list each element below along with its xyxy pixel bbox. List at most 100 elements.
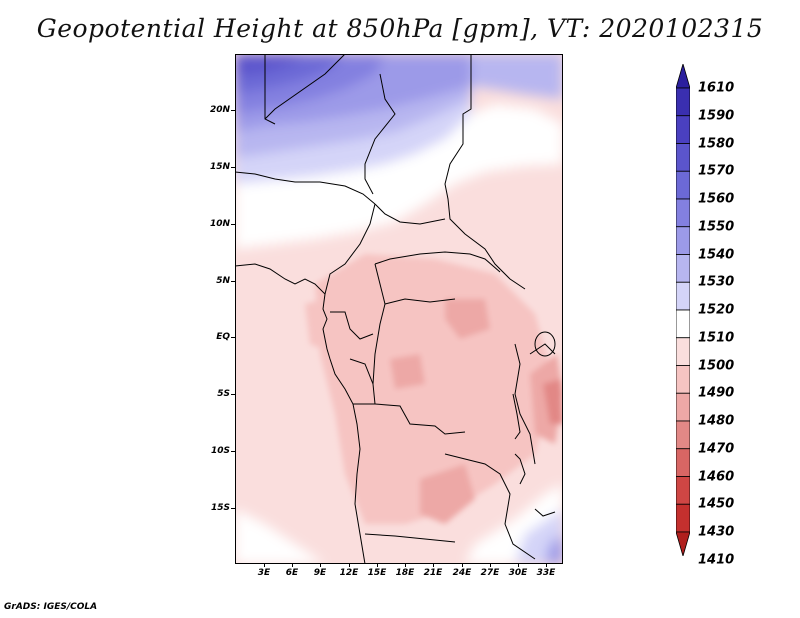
- colorbar-label: 1530: [698, 274, 735, 290]
- colorbar-segment: [676, 392, 690, 422]
- lat-label-15s: 15S: [210, 503, 230, 513]
- field-band-1480-sw: [390, 354, 425, 389]
- lon-label-12e: 12E: [339, 568, 359, 578]
- lat-label-5s: 5S: [217, 389, 230, 399]
- colorbar-label: 1490: [698, 385, 735, 401]
- colorbar-label: 1460: [698, 469, 735, 484]
- field-band-sw-white: [235, 509, 325, 564]
- colorbar-segment: [676, 309, 690, 339]
- lake-kariba: [534, 508, 556, 517]
- lon-tick: [518, 563, 519, 567]
- colorbar-segment: [676, 226, 690, 255]
- border-13: [353, 403, 466, 435]
- colorbar-label: 1480: [698, 413, 735, 429]
- border-17: [529, 343, 556, 355]
- border-8: [374, 251, 501, 273]
- lat-tick: [231, 167, 235, 168]
- geopotential-field: [235, 54, 563, 564]
- colorbar-cap-top: [676, 64, 690, 89]
- colorbar-cap-bottom: [676, 531, 690, 556]
- lon-tick: [377, 563, 378, 567]
- lon-tick: [292, 563, 293, 567]
- lat-tick: [231, 337, 235, 338]
- lon-tick: [320, 563, 321, 567]
- lon-label-18e: 18E: [395, 568, 415, 578]
- lon-tick: [462, 563, 463, 567]
- lon-label-21e: 21E: [423, 568, 443, 578]
- lake-victoria: [534, 331, 556, 357]
- lat-label-10n: 10N: [209, 219, 230, 229]
- field-band-1510: [235, 104, 563, 249]
- lat-tick: [231, 224, 235, 225]
- colorbar-segment: [676, 337, 690, 366]
- lat-label-20n: 20N: [209, 105, 230, 115]
- grads-credit: GrADS: IGES/COLA: [4, 602, 98, 612]
- colorbar-label: 1500: [698, 358, 735, 373]
- field-band-1480-center: [445, 299, 490, 339]
- lat-label-eq: EQ: [216, 332, 230, 342]
- lat-label-15n: 15N: [209, 162, 230, 172]
- colorbar-segment: [676, 87, 690, 117]
- border-14: [364, 533, 456, 543]
- lon-label-3e: 3E: [257, 568, 271, 578]
- colorbar-segment: [676, 448, 690, 477]
- lakes: [512, 331, 556, 517]
- colorbar-label: 1540: [698, 247, 735, 262]
- field-band-ne: [471, 54, 563, 99]
- lat-tick: [231, 508, 235, 509]
- map-plot-area: [235, 54, 563, 564]
- colorbar-label: 1430: [698, 524, 735, 540]
- lon-label-33e: 33E: [536, 568, 556, 578]
- field-band-1570: [235, 54, 305, 76]
- coastline: [235, 263, 366, 564]
- colorbar-segment: [676, 143, 690, 172]
- lon-label-6e: 6E: [285, 568, 299, 578]
- field-band-se-1540: [545, 534, 563, 564]
- colorbar-segment: [676, 281, 690, 311]
- border-7: [374, 203, 446, 225]
- lon-label-24e: 24E: [452, 568, 472, 578]
- border-5: [235, 171, 376, 205]
- field-band-1490-interior: [315, 254, 555, 524]
- colorbar: [676, 64, 690, 556]
- colorbar-label: 1520: [698, 302, 735, 318]
- border-6: [324, 203, 376, 295]
- colorbar-label: 1550: [698, 219, 735, 235]
- colorbar-segment: [676, 115, 690, 144]
- colorbar-label: 1580: [698, 136, 735, 151]
- lat-tick: [231, 451, 235, 452]
- political-boundaries: [235, 54, 556, 564]
- lat-label-10s: 10S: [210, 446, 230, 456]
- border-12: [384, 298, 456, 305]
- lon-label-27e: 27E: [480, 568, 500, 578]
- colorbar-label: 1450: [698, 496, 735, 512]
- colorbar-label: 1510: [698, 330, 735, 346]
- lon-label-30e: 30E: [508, 568, 528, 578]
- colorbar-segment: [676, 254, 690, 283]
- map-title: Geopotential Height at 850hPa [gpm], VT:…: [36, 14, 764, 43]
- colorbar-segment: [676, 420, 690, 450]
- colorbar-label: 1410: [698, 552, 735, 568]
- lake-mweru: [514, 453, 526, 485]
- colorbar-segment: [676, 170, 690, 200]
- colorbar-label: 1610: [698, 80, 735, 96]
- colorbar-segment: [676, 476, 690, 505]
- lat-tick: [231, 281, 235, 282]
- lon-tick: [546, 563, 547, 567]
- lon-tick: [405, 563, 406, 567]
- colorbar-segment: [676, 365, 690, 394]
- field-band-1490-west: [305, 294, 365, 354]
- border-4: [444, 54, 526, 290]
- border-10: [330, 311, 374, 340]
- field-band-1470-east: [543, 379, 563, 424]
- lat-label-5n: 5N: [216, 276, 230, 286]
- colorbar-label: 1470: [698, 441, 735, 457]
- colorbar-label: 1570: [698, 163, 735, 179]
- border-2: [264, 54, 346, 120]
- lon-tick: [349, 563, 350, 567]
- border-16: [514, 343, 536, 465]
- border-15: [444, 453, 536, 560]
- lon-tick: [433, 563, 434, 567]
- colorbar-segment: [676, 503, 690, 533]
- lon-label-9e: 9E: [313, 568, 327, 578]
